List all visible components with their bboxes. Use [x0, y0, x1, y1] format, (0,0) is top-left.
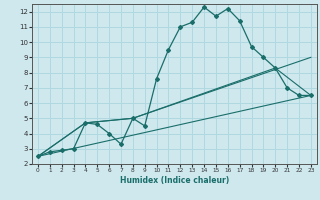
- X-axis label: Humidex (Indice chaleur): Humidex (Indice chaleur): [120, 176, 229, 185]
